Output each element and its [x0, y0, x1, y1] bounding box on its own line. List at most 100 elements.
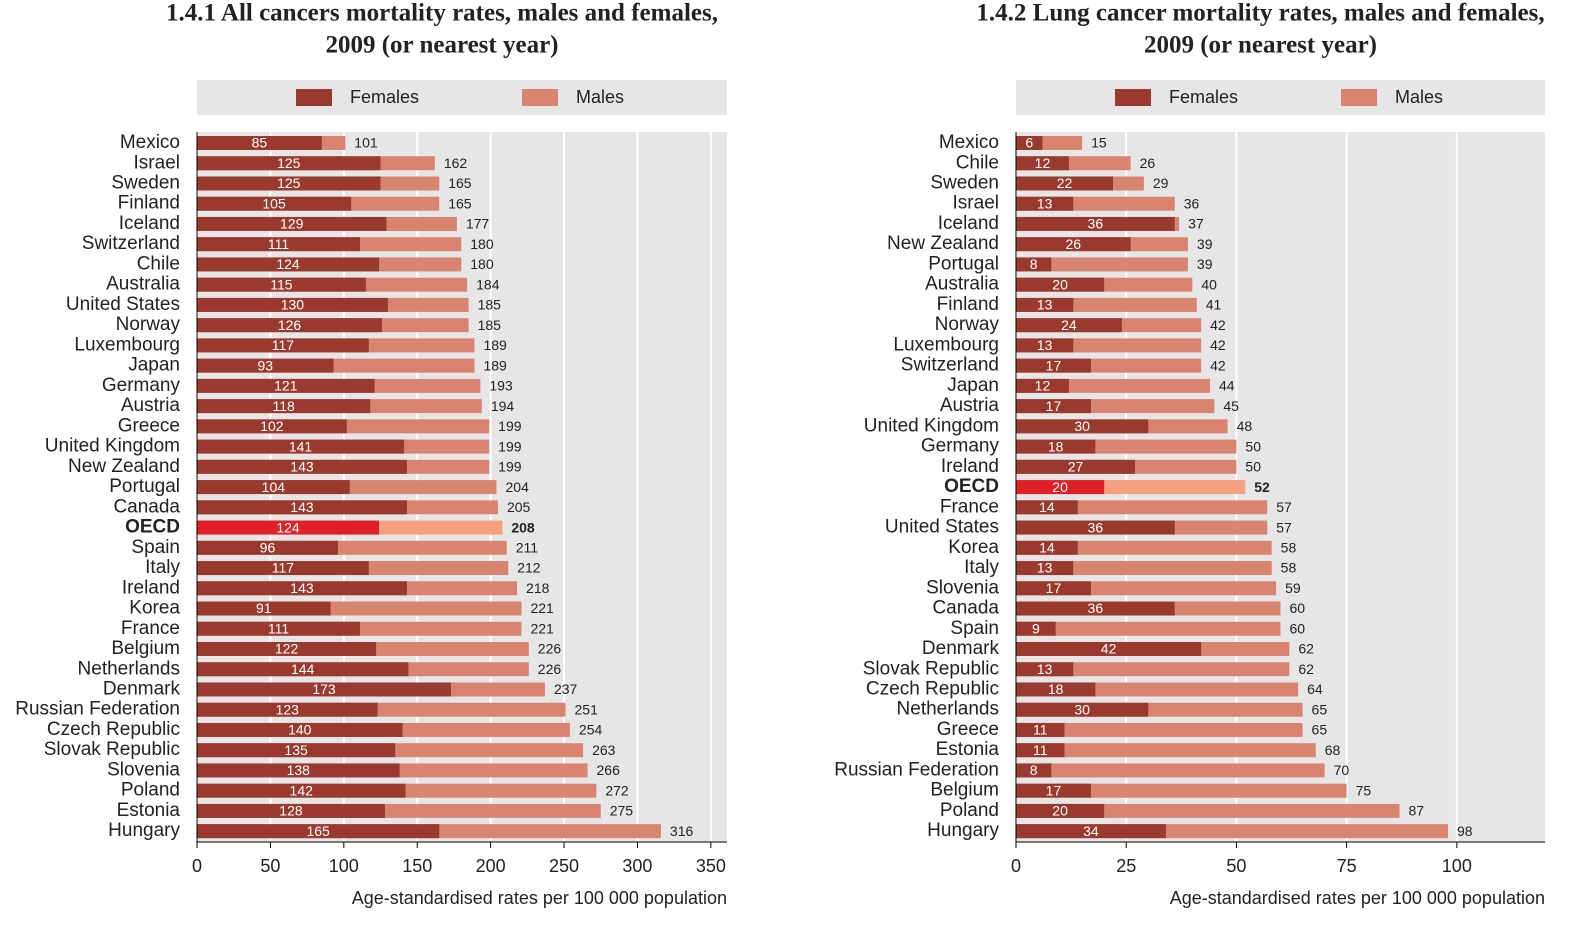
y-tick-label: Russian Federation	[15, 699, 180, 720]
y-tick-label: Belgium	[930, 780, 999, 801]
value-label: 60	[1290, 600, 1306, 616]
value-label: 11	[1033, 722, 1048, 738]
bar	[1016, 662, 1290, 677]
y-tick-label: Switzerland	[82, 233, 180, 254]
value-label: 40	[1201, 276, 1217, 292]
bar	[1016, 540, 1078, 555]
bar	[1016, 682, 1096, 697]
y-tick-label: Australia	[106, 274, 180, 295]
y-tick-label: Korea	[948, 537, 999, 558]
y-tick-label: Ireland	[941, 456, 999, 477]
value-label: 34	[1083, 823, 1099, 839]
value-label: 316	[670, 823, 694, 839]
value-label: 18	[1048, 681, 1064, 697]
bar	[1016, 702, 1149, 717]
bar	[1016, 824, 1166, 839]
value-label: 64	[1307, 681, 1323, 697]
bar	[1016, 257, 1052, 272]
y-tick-label: Greece	[118, 415, 180, 436]
value-label: 8	[1030, 256, 1038, 272]
bar	[197, 783, 406, 798]
bar	[1016, 216, 1175, 231]
value-label: 41	[1206, 297, 1222, 313]
value-label: 212	[517, 560, 541, 576]
y-tick-label: Norway	[935, 314, 1000, 335]
value-label: 13	[1037, 661, 1053, 677]
legend-swatch	[1341, 89, 1377, 106]
value-label: 59	[1285, 580, 1301, 596]
y-tick-label: Estonia	[936, 739, 1000, 760]
value-label: 42	[1210, 357, 1226, 373]
bar	[1016, 297, 1074, 312]
y-tick-label: Iceland	[119, 213, 180, 234]
bar	[1016, 783, 1347, 798]
y-tick-label: Slovenia	[107, 759, 180, 780]
bar	[1016, 257, 1188, 272]
value-label: 60	[1290, 620, 1306, 636]
y-tick-label: OECD	[944, 476, 999, 497]
value-label: 162	[444, 155, 468, 171]
bar	[1016, 662, 1074, 677]
y-tick-label: Czech Republic	[47, 719, 180, 740]
y-tick-label: France	[121, 618, 180, 639]
value-label: 96	[260, 540, 276, 556]
value-label: 26	[1140, 155, 1156, 171]
bar	[1016, 459, 1136, 474]
value-label: 121	[274, 378, 298, 394]
y-tick-label: Sweden	[930, 172, 999, 193]
value-label: 48	[1237, 418, 1253, 434]
bar	[197, 581, 407, 596]
value-label: 52	[1254, 479, 1270, 495]
value-label: 24	[1061, 317, 1077, 333]
value-label: 17	[1046, 357, 1062, 373]
y-tick-label: Germany	[921, 436, 1000, 457]
value-label: 12	[1035, 378, 1051, 394]
legend-label: Females	[1169, 87, 1238, 107]
y-tick-label: Spain	[950, 618, 999, 639]
x-axis-label: Age-standardised rates per 100 000 popul…	[352, 888, 727, 908]
y-tick-label: Estonia	[117, 800, 181, 821]
value-label: 58	[1281, 540, 1297, 556]
value-label: 36	[1088, 216, 1104, 232]
y-tick-label: Hungary	[927, 820, 999, 841]
value-label: 115	[270, 276, 293, 292]
bar	[1016, 176, 1113, 191]
value-label: 91	[256, 600, 272, 616]
y-tick-label: Italy	[145, 557, 180, 578]
value-label: 101	[354, 135, 378, 151]
value-label: 45	[1223, 398, 1239, 414]
x-tick-label: 100	[1442, 856, 1472, 876]
value-label: 105	[262, 195, 286, 211]
bar	[197, 459, 407, 474]
y-tick-label: Australia	[925, 274, 999, 295]
bar	[197, 743, 396, 758]
bar	[197, 642, 377, 656]
bar	[197, 378, 375, 393]
y-tick-label: Mexico	[939, 132, 999, 153]
chart-title: 2009 (or nearest year)	[1144, 32, 1377, 59]
value-label: 13	[1037, 297, 1053, 313]
value-label: 14	[1039, 499, 1055, 515]
value-label: 20	[1052, 276, 1068, 292]
bar	[197, 358, 334, 373]
bar	[197, 803, 385, 818]
legend-label: Males	[576, 87, 624, 107]
value-label: 275	[610, 803, 634, 819]
value-label: 42	[1210, 317, 1226, 333]
bar	[1016, 743, 1316, 758]
value-label: 12	[1035, 155, 1051, 171]
value-label: 36	[1184, 195, 1200, 211]
value-label: 130	[281, 297, 305, 313]
value-label: 221	[530, 620, 554, 636]
y-tick-label: United States	[885, 517, 999, 538]
value-label: 26	[1066, 236, 1082, 252]
bar	[197, 682, 451, 697]
bar	[197, 662, 409, 677]
y-tick-label: Japan	[947, 375, 999, 396]
value-label: 199	[498, 418, 522, 434]
bar	[197, 419, 347, 434]
y-tick-label: Korea	[129, 598, 180, 619]
bar	[197, 136, 322, 150]
value-label: 125	[277, 175, 301, 191]
value-label: 104	[262, 479, 286, 495]
